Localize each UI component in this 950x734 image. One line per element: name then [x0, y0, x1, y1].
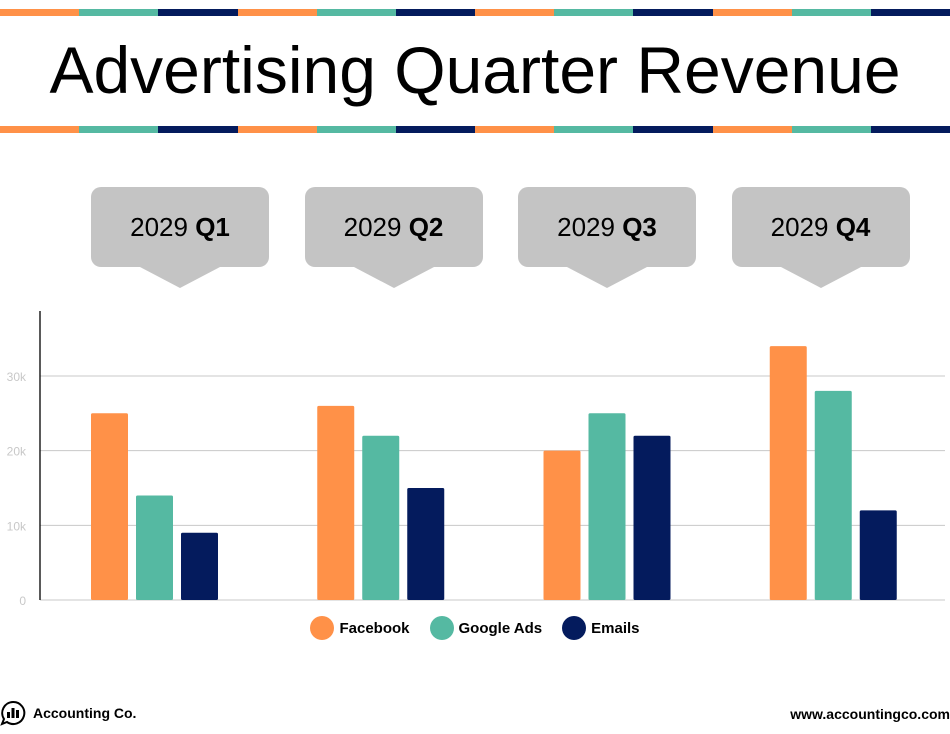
website-url: www.accountingco.com	[790, 706, 950, 722]
stripe-segment	[554, 9, 634, 16]
bar-facebook-q4	[769, 346, 807, 600]
y-tick-label: 10k	[7, 519, 27, 533]
bottom-stripe	[0, 126, 950, 133]
stripe-segment	[633, 9, 713, 16]
stripe-segment	[79, 9, 159, 16]
year-label: 2029	[557, 212, 615, 242]
y-tick-label: 20k	[7, 445, 27, 459]
bar-google-ads-q2	[362, 435, 400, 600]
stripe-segment	[554, 126, 634, 133]
year-label: 2029	[770, 212, 829, 242]
top-stripe	[0, 9, 950, 16]
stripe-segment	[79, 126, 159, 133]
stripe-segment	[0, 9, 80, 16]
bar-facebook-q1	[91, 413, 128, 600]
stripe-segment	[791, 126, 871, 133]
legend-swatch	[429, 616, 454, 640]
bar-emails-q1	[181, 532, 218, 600]
legend-label: Emails	[591, 619, 640, 637]
quarter-label: Q3	[622, 212, 657, 242]
legend-item: Facebook	[310, 616, 410, 640]
bar-facebook-q3	[543, 450, 581, 600]
stripe-segment	[316, 9, 396, 16]
page-title: Advertising Quarter Revenue	[49, 33, 901, 107]
quarter-label-q3: 2029 Q3	[518, 187, 696, 288]
stripe-segment	[712, 126, 792, 133]
legend: Facebook Google Ads Emails	[0, 616, 950, 640]
quarter-label-q1: 2029 Q1	[91, 187, 269, 288]
bar-google-ads-q4	[814, 390, 852, 600]
legend-item: Emails	[562, 616, 640, 640]
year-label: 2029	[130, 212, 188, 242]
year-label: 2029	[343, 212, 402, 242]
stripe-segment	[633, 126, 713, 133]
stripe-segment	[791, 9, 871, 16]
stripe-segment	[870, 9, 950, 16]
bar-facebook-q2	[317, 405, 355, 600]
chat-bubble-bar-chart-icon	[0, 700, 26, 726]
stripe-segment	[237, 126, 317, 133]
quarter-label-q4: 2029 Q4	[731, 187, 910, 288]
legend-label: Facebook	[339, 619, 410, 637]
brand-name: Accounting Co.	[33, 705, 137, 721]
quarter-label: Q4	[835, 212, 871, 242]
stripe-segment	[475, 9, 555, 16]
y-tick-label: 0	[19, 594, 26, 608]
legend-item: Google Ads	[429, 616, 543, 640]
stripe-segment	[0, 126, 80, 133]
quarter-label: Q1	[195, 212, 230, 242]
stripe-segment	[237, 9, 317, 16]
stripe-segment	[870, 126, 950, 133]
quarter-label-q2: 2029 Q2	[304, 187, 483, 288]
quarter-label: Q2	[408, 212, 444, 242]
stripe-segment	[395, 126, 476, 133]
stripe-segment	[712, 9, 792, 16]
legend-swatch	[562, 616, 587, 640]
stripe-segment	[158, 9, 238, 16]
bar-emails-q2	[407, 487, 445, 600]
bar-chart: 0 10k 20k 30k	[7, 311, 945, 608]
y-tick-label: 30k	[7, 370, 27, 384]
stripe-segment	[475, 126, 555, 133]
stripe-segment	[316, 126, 396, 133]
bar-emails-q3	[633, 435, 671, 600]
bar-google-ads-q3	[588, 413, 626, 600]
legend-swatch	[310, 616, 335, 640]
stripe-segment	[158, 126, 238, 133]
stripe-segment	[395, 9, 476, 16]
legend-label: Google Ads	[458, 619, 543, 637]
footer-brand: Accounting Co.	[0, 700, 136, 726]
bar-google-ads-q1	[136, 495, 173, 600]
bar-emails-q4	[859, 510, 897, 600]
